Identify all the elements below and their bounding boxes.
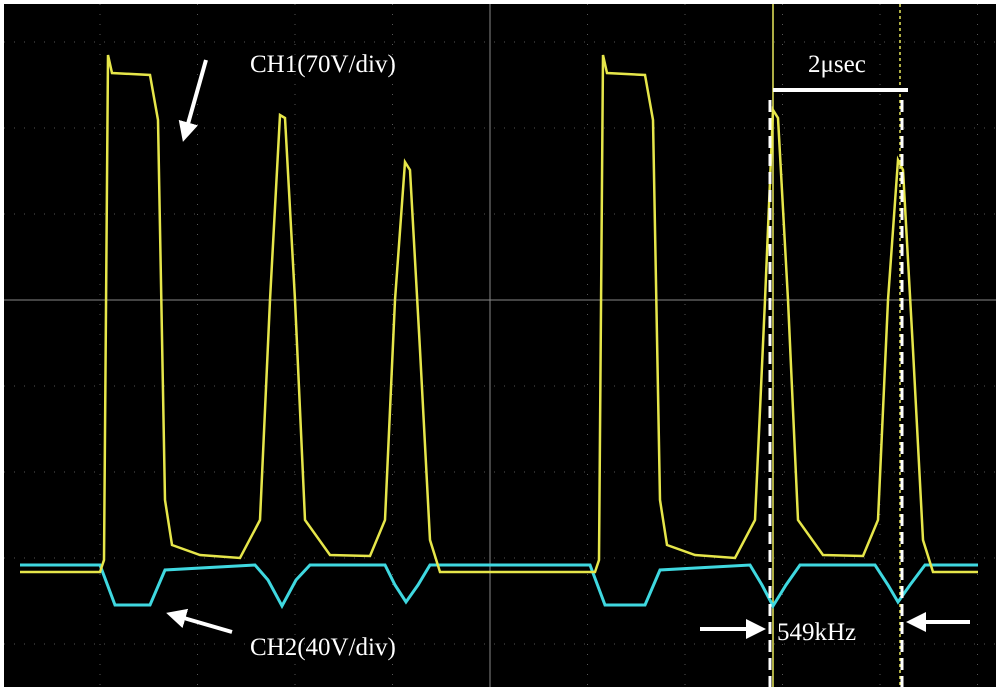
screen	[4, 4, 996, 687]
ch1-label: CH1(70V/div)	[250, 51, 396, 78]
ch1-trace	[20, 54, 978, 574]
ch2-trace	[20, 563, 978, 610]
ch2-arrow	[166, 608, 233, 634]
freq-label: 549kHz	[777, 619, 856, 646]
time-label: 2μsec	[808, 51, 866, 78]
ch2-label: CH2(40V/div)	[250, 634, 396, 661]
ch1-arrow	[178, 59, 208, 142]
